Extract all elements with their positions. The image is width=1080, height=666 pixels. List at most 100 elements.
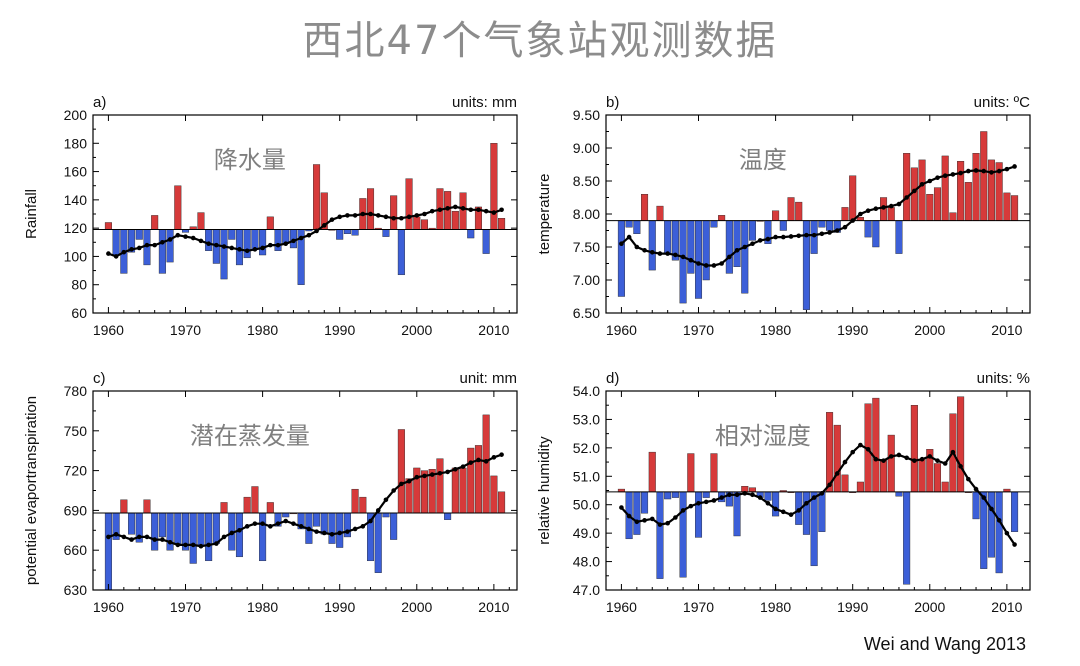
trend-point-1972 — [711, 498, 717, 503]
trend-point-1984 — [291, 238, 296, 244]
trend-point-2007 — [468, 460, 474, 465]
trend-point-1976 — [742, 244, 748, 250]
trend-point-1986 — [306, 232, 312, 238]
trend-point-1981 — [781, 234, 786, 240]
bar-1982 — [787, 197, 795, 221]
trend-point-1966 — [665, 520, 670, 526]
trend-point-2010 — [1004, 166, 1010, 172]
x-tick-label: 2010 — [991, 599, 1022, 615]
bar-1994 — [880, 459, 888, 493]
bar-2008 — [474, 445, 482, 514]
trend-point-1964 — [649, 516, 655, 522]
trend-point-2011 — [499, 207, 504, 213]
y-tick-label: 49.0 — [573, 525, 600, 541]
y-tick-label: 750 — [64, 423, 88, 439]
bar-1985 — [810, 491, 818, 567]
trend-point-1977 — [237, 528, 242, 533]
trend-point-2002 — [942, 461, 948, 466]
bar-2006 — [459, 467, 467, 514]
trend-point-1973 — [719, 261, 724, 266]
trend-point-1966 — [152, 242, 157, 248]
trend-point-2007 — [981, 495, 987, 500]
y-tick-label: 140 — [64, 192, 88, 208]
trend-point-1998 — [399, 481, 404, 487]
trend-point-2006 — [973, 486, 979, 492]
trend-point-1999 — [406, 478, 412, 484]
bar-1976 — [228, 229, 236, 240]
bar-1969 — [174, 185, 182, 230]
bar-1972 — [710, 220, 718, 228]
trend-point-1978 — [244, 524, 250, 529]
bar-1963 — [641, 193, 649, 221]
bar-1998 — [397, 429, 405, 514]
trend-point-1992 — [865, 446, 871, 452]
y-tick-label: 660 — [64, 542, 88, 558]
bar-1995 — [887, 207, 895, 221]
bar-2005 — [964, 182, 972, 221]
trend-line — [108, 205, 502, 258]
bar-2006 — [972, 153, 980, 221]
y-axis-label: Rainfall — [23, 189, 40, 239]
bar-1962 — [633, 491, 641, 535]
trend-point-1982 — [275, 521, 281, 526]
x-tick-label: 2000 — [914, 322, 945, 338]
x-tick-label: 1990 — [837, 322, 868, 338]
trend-point-1989 — [842, 459, 848, 465]
trend-point-1975 — [734, 248, 740, 253]
plot-frame — [605, 390, 1031, 591]
y-tick-label: 9.00 — [573, 140, 600, 156]
x-tick-label: 1980 — [760, 599, 791, 615]
bar-2006 — [972, 491, 980, 520]
trend-point-1997 — [391, 488, 396, 493]
trend-point-1974 — [214, 541, 219, 546]
bar-1989 — [841, 207, 849, 221]
trend-point-1988 — [834, 471, 840, 476]
trend-point-2000 — [927, 454, 933, 459]
bar-2011 — [1011, 491, 1019, 532]
trend-point-2010 — [491, 210, 497, 215]
trend-point-1968 — [680, 508, 686, 513]
trend-point-2005 — [966, 476, 971, 482]
trend-point-2010 — [491, 455, 497, 460]
bar-2000 — [413, 216, 421, 230]
bar-1979 — [251, 486, 259, 514]
bar-2001 — [933, 187, 942, 221]
x-tick-label: 1990 — [324, 599, 355, 615]
y-tick-label: 780 — [64, 383, 88, 399]
bar-1983 — [795, 201, 803, 221]
trend-point-1991 — [345, 529, 350, 534]
x-tick-label: 1960 — [606, 322, 637, 338]
trend-point-1992 — [352, 526, 358, 532]
trend-point-1986 — [819, 231, 825, 237]
bar-1972 — [197, 512, 205, 546]
y-tick-label: 8.00 — [573, 206, 600, 222]
trend-line — [108, 453, 502, 548]
bar-1966 — [151, 512, 159, 551]
trend-point-1985 — [811, 495, 817, 500]
trend-point-1999 — [406, 214, 412, 220]
bar-2010 — [490, 475, 498, 514]
trend-point-1975 — [734, 492, 740, 498]
trend-point-1973 — [206, 542, 211, 548]
trend-point-1972 — [711, 263, 717, 268]
trend-point-2002 — [942, 173, 948, 179]
bar-1975 — [733, 491, 741, 537]
bar-2009 — [995, 491, 1003, 574]
trend-point-1990 — [337, 530, 342, 536]
bar-1971 — [189, 512, 197, 564]
trend-point-1977 — [750, 492, 755, 498]
trend-point-1986 — [306, 526, 312, 532]
trend-point-1980 — [773, 506, 778, 512]
bar-2005 — [451, 210, 459, 230]
trend-point-1972 — [198, 238, 204, 244]
y-tick-label: 47.0 — [573, 582, 600, 598]
bar-1978 — [243, 229, 251, 259]
trend-point-1978 — [757, 495, 763, 500]
trend-point-1981 — [268, 524, 273, 529]
trend-point-1982 — [275, 242, 281, 248]
bar-1965 — [656, 491, 664, 579]
trend-point-2004 — [445, 469, 450, 475]
bar-1986 — [818, 491, 826, 532]
trend-point-1987 — [827, 230, 832, 235]
